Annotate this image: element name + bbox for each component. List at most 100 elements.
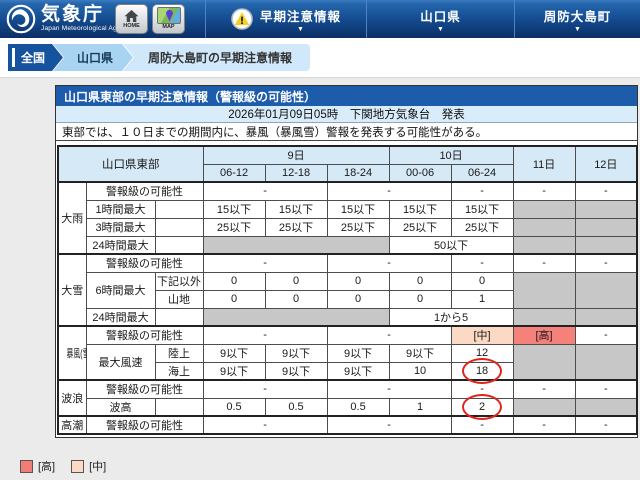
value-cell: - — [574, 379, 638, 399]
nav-label-town: 周防大島町 — [543, 10, 612, 24]
value-cell: - — [326, 415, 452, 435]
value-cell: - — [450, 181, 514, 201]
row-sublabel: 海上 — [154, 361, 204, 381]
panel-title: 山口県東部の早期注意情報（警報級の可能性） — [56, 86, 637, 106]
row-sublabel — [154, 217, 204, 237]
value-cell: - — [512, 181, 576, 201]
value-cell: 0 — [388, 271, 452, 291]
row-sublabel — [154, 307, 204, 327]
na-cell — [512, 271, 576, 309]
row-label: 警報級の可能性 — [85, 379, 204, 399]
row-sublabel: 陸上 — [154, 343, 204, 363]
breadcrumb-item-prefecture[interactable]: 山口県 — [53, 44, 133, 71]
value-cell: 0.5 — [202, 397, 266, 417]
forecast-table: 山口県東部 9日 10日 11日 12日 06-12 12-18 18-24 00-06 06-2… — [57, 145, 639, 435]
value-cell: 0 — [326, 289, 390, 309]
top-navigation-bar: 気象庁 Japan Meteorological Agency HOME MAP — [0, 0, 640, 38]
value-cell: 0 — [202, 289, 266, 309]
value-cell: 9以下 — [264, 361, 328, 381]
value-cell: - — [326, 181, 452, 201]
value-cell: 15以下 — [264, 199, 328, 219]
row-sublabel: 山地 — [154, 289, 204, 309]
value-cell: 0 — [326, 271, 390, 291]
chevron-down-icon: ▼ — [297, 26, 304, 33]
value-cell: 9以下 — [202, 343, 266, 363]
value-cell: - — [574, 415, 638, 435]
breadcrumb: 全国 山口県 周防大島町の早期注意情報 — [0, 38, 640, 78]
value-cell: - — [450, 379, 514, 399]
high-level-swatch — [20, 459, 33, 473]
na-cell — [512, 199, 576, 219]
value-cell: 15以下 — [326, 199, 390, 219]
value-cell: - — [326, 253, 452, 273]
chevron-down-icon: ▼ — [574, 26, 581, 33]
value-cell: 0 — [202, 271, 266, 291]
breadcrumb-item-national[interactable]: 全国 — [8, 44, 63, 71]
value-cell: - — [512, 415, 576, 435]
na-cell — [512, 235, 576, 255]
value-cell: 12 — [450, 343, 514, 363]
nav-item-prefecture[interactable]: 山口県 ▼ — [366, 0, 514, 38]
row-label: 3時間最大 — [85, 217, 156, 237]
na-cell — [574, 217, 638, 237]
value-cell: 0 — [264, 271, 328, 291]
row-sublabel — [154, 235, 204, 255]
na-cell — [574, 235, 638, 255]
jma-logo[interactable]: 気象庁 Japan Meteorological Agency — [0, 0, 200, 38]
value-cell: 1 — [450, 289, 514, 309]
value-cell: - — [512, 379, 576, 399]
na-cell — [512, 217, 576, 237]
value-cell: 0 — [450, 271, 514, 291]
time-header: 06-12 — [202, 163, 266, 183]
jma-logo-icon — [6, 4, 36, 34]
row-label: 警報級の可能性 — [85, 181, 204, 201]
value-cell: 15以下 — [388, 199, 452, 219]
nav-item-early-warning[interactable]: 早期注意情報 ▼ — [205, 0, 366, 38]
row-sublabel: 下記以外 — [154, 271, 204, 291]
home-button[interactable]: HOME — [115, 4, 148, 34]
legend-item-high: [高] — [20, 458, 55, 474]
brand-text: 気象庁 Japan Meteorological Agency — [41, 5, 131, 33]
value-cell: - — [202, 379, 328, 399]
breadcrumb-item-current-page: 周防大島町の早期注意情報 — [123, 44, 311, 71]
time-header: 18-24 — [326, 163, 390, 183]
nav-item-town[interactable]: 周防大島町 ▼ — [514, 0, 640, 38]
brand-title: 気象庁 — [41, 4, 105, 26]
legend-label-high: [高] — [38, 461, 56, 473]
value-cell: - — [202, 253, 328, 273]
row-label: 最大風速 — [85, 343, 156, 381]
value-cell: - — [512, 253, 576, 273]
value-cell: - — [326, 379, 452, 399]
map-pin-icon — [165, 10, 173, 22]
time-header: 12-18 — [264, 163, 328, 183]
value-cell: 50以下 — [388, 235, 514, 255]
na-cell — [574, 307, 638, 327]
na-cell — [574, 199, 638, 219]
value-cell: 15以下 — [450, 199, 514, 219]
legend-label-mid: [中] — [89, 461, 107, 473]
row-label: 24時間最大 — [85, 307, 156, 327]
value-cell: 15以下 — [202, 199, 266, 219]
value-cell: 10 — [388, 361, 452, 381]
row-label: 波高 — [85, 397, 156, 417]
value-cell: 0 — [388, 289, 452, 309]
na-cell — [574, 271, 638, 309]
row-group-label: 大雪 — [57, 253, 87, 327]
row-label: 6時間最大 — [85, 271, 156, 309]
row-group-label: 暴風(雪) — [57, 325, 92, 381]
value-cell: 9以下 — [326, 361, 390, 381]
value-cell: - — [326, 325, 452, 345]
nav-label-prefecture: 山口県 — [420, 10, 461, 24]
na-cell — [512, 307, 576, 327]
map-button[interactable]: MAP — [152, 4, 185, 34]
value-cell: - — [450, 415, 514, 435]
row-label: 警報級の可能性 — [85, 253, 204, 273]
value-cell: 25以下 — [450, 217, 514, 237]
home-button-label: HOME — [123, 22, 140, 29]
na-cell — [512, 343, 576, 381]
chevron-down-icon: ▼ — [437, 26, 444, 33]
value-cell: - — [574, 253, 638, 273]
value-cell: 9以下 — [202, 361, 266, 381]
time-header: 06-24 — [450, 163, 514, 183]
row-sublabel — [154, 199, 204, 219]
